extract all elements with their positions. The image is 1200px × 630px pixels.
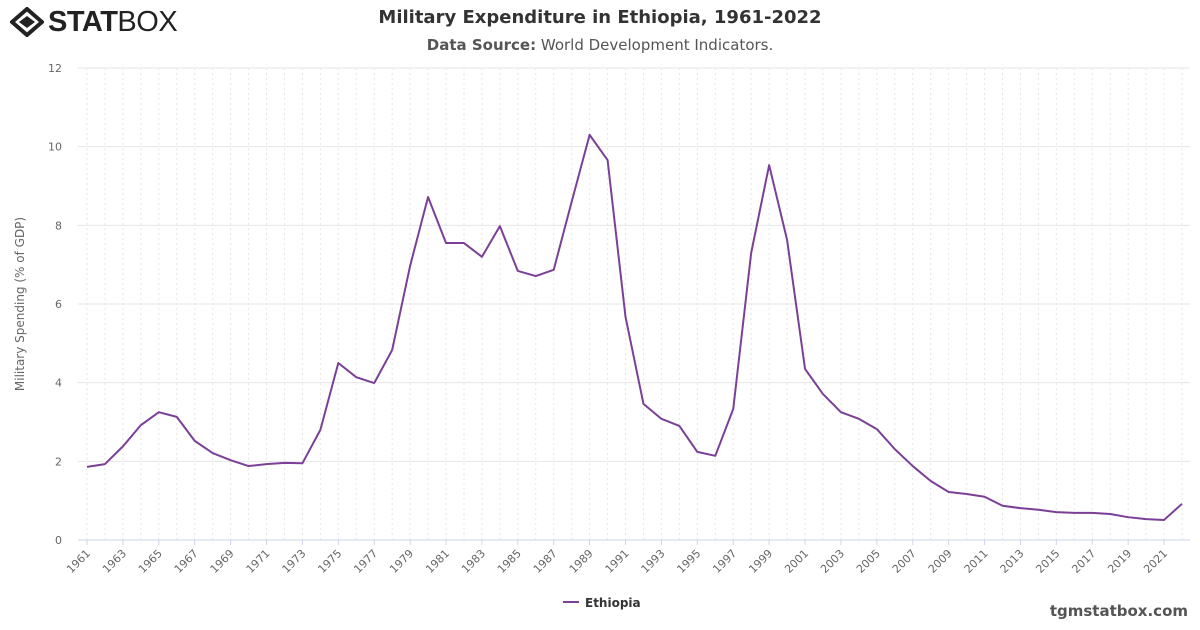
x-tick-label: 2005	[854, 547, 883, 576]
x-tick-label: 1983	[459, 547, 488, 576]
logo-text: STATBOX	[48, 5, 178, 38]
x-tick-label: 2009	[926, 547, 955, 576]
x-tick-label: 2001	[782, 547, 811, 576]
x-tick-label: 1967	[172, 547, 201, 576]
y-tick-label: 12	[48, 62, 62, 75]
x-tick-label: 1989	[567, 547, 596, 576]
legend-item[interactable]: Ethiopia	[585, 596, 641, 610]
x-tick-label: 2021	[1141, 547, 1170, 576]
x-tick-label: 1979	[387, 547, 416, 576]
x-tick-label: 2007	[890, 547, 919, 576]
chart-subtitle: Data Source: World Development Indicator…	[426, 36, 774, 54]
x-tick-label: 1961	[64, 547, 93, 576]
y-axis-label: Military Spending (% of GDP)	[13, 217, 27, 391]
x-tick-label: 1987	[531, 547, 560, 576]
x-tick-label: 1999	[746, 547, 775, 576]
x-tick-label: 1973	[280, 547, 309, 576]
y-tick-label: 2	[55, 455, 62, 468]
statbox-logo: STATBOX	[10, 5, 178, 38]
x-tick-label: 1971	[244, 547, 273, 576]
x-tick-label: 1995	[674, 547, 703, 576]
chart-title: Military Expenditure in Ethiopia, 1961-2…	[378, 7, 822, 28]
y-tick-label: 10	[48, 141, 62, 154]
series-line-ethiopia	[86, 133, 1183, 521]
x-tick-label: 2011	[962, 547, 991, 576]
x-tick-label: 2015	[1033, 547, 1062, 576]
x-tick-label: 1993	[639, 547, 668, 576]
credit-link[interactable]: tgmstatbox.com	[1049, 602, 1188, 620]
x-tick-label: 1981	[423, 547, 452, 576]
x-tick-label: 1985	[495, 547, 524, 576]
x-tick-label: 1991	[603, 547, 632, 576]
x-tick-label: 2017	[1069, 547, 1098, 576]
x-tick-label: 1975	[315, 547, 344, 576]
y-tick-label: 6	[55, 298, 62, 311]
x-tick-label: 1969	[208, 547, 237, 576]
y-tick-label: 0	[55, 534, 62, 547]
y-tick-label: 8	[55, 219, 62, 232]
y-tick-label: 4	[55, 377, 62, 390]
x-tick-label: 1977	[351, 547, 380, 576]
x-tick-label: 1997	[710, 547, 739, 576]
x-tick-label: 2013	[998, 547, 1027, 576]
x-tick-label: 2019	[1105, 547, 1134, 576]
diamond-logo-icon	[10, 7, 44, 37]
x-tick-label: 1965	[136, 547, 165, 576]
x-tick-label: 2003	[818, 547, 847, 576]
x-tick-label: 1963	[100, 547, 129, 576]
